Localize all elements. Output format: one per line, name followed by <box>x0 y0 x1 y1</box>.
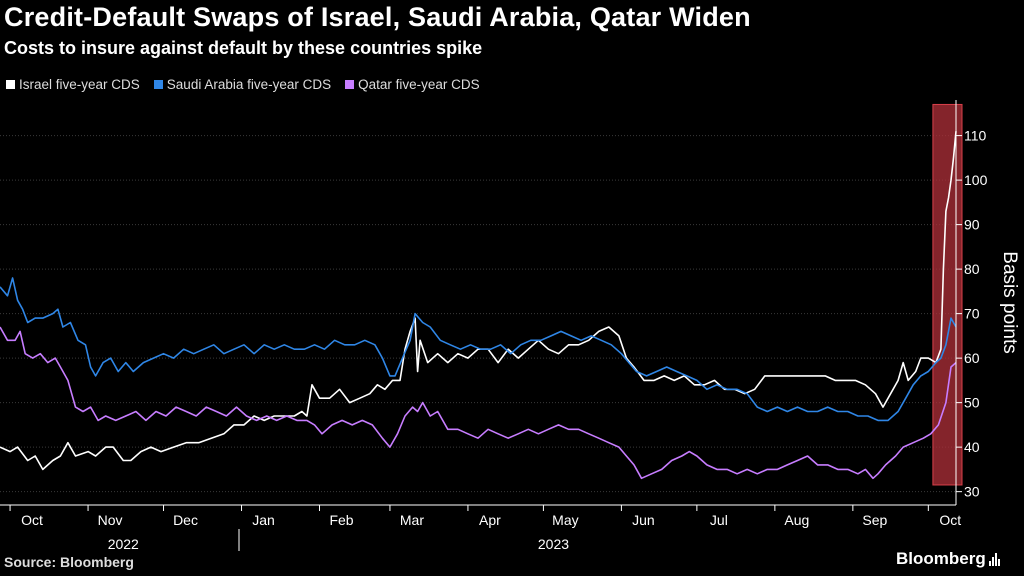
legend-item-qatar: Qatar five-year CDS <box>345 77 480 92</box>
chart-subtitle: Costs to insure against default by these… <box>4 38 483 58</box>
x-tick-label-9: Jul <box>710 512 728 528</box>
y-tick-label-50: 50 <box>964 395 980 411</box>
x-tick-label-4: Feb <box>329 512 353 528</box>
y-tick-label-110: 110 <box>964 128 987 144</box>
y-tick-label-80: 80 <box>964 261 980 277</box>
y-tick-label-100: 100 <box>964 172 988 188</box>
x-tick-label-2: Dec <box>173 512 198 528</box>
x-tick-label-3: Jan <box>252 512 275 528</box>
y-tick-label-70: 70 <box>964 306 980 322</box>
legend-item-saudi-arabia: Saudi Arabia five-year CDS <box>153 77 332 92</box>
year-label-1: 2023 <box>538 536 569 552</box>
legend-label-israel: Israel five-year CDS <box>19 77 140 92</box>
legend: Israel five-year CDS Saudi Arabia five-y… <box>6 77 494 92</box>
bar-chart-icon <box>988 552 1000 566</box>
source-note: Source: Bloomberg <box>4 554 134 570</box>
x-tick-label-10: Aug <box>784 512 809 528</box>
series-line-1 <box>0 277 957 422</box>
x-tick-label-6: Apr <box>479 512 501 528</box>
series-line-2 <box>0 326 957 480</box>
x-tick-label-1: Nov <box>98 512 123 528</box>
legend-swatch-israel <box>6 80 15 89</box>
highlight-box <box>932 103 963 486</box>
y-axis-title: Basis points <box>999 251 1020 353</box>
y-tick-label-40: 40 <box>964 439 980 455</box>
x-tick-label-8: Jun <box>632 512 655 528</box>
year-label-0: 2022 <box>108 536 139 552</box>
y-tick-label-60: 60 <box>964 350 980 366</box>
legend-swatch-qatar <box>345 80 355 89</box>
legend-item-israel: Israel five-year CDS <box>6 77 140 92</box>
bloomberg-logo: Bloomberg <box>896 549 1000 569</box>
x-tick-label-5: Mar <box>400 512 424 528</box>
x-tick-label-11: Sep <box>862 512 887 528</box>
legend-label-saudi-arabia: Saudi Arabia five-year CDS <box>166 77 332 92</box>
x-tick-label-0: Oct <box>21 512 43 528</box>
x-tick-label-12: Oct <box>939 512 961 528</box>
legend-swatch-saudi-arabia <box>153 80 163 89</box>
y-tick-label-90: 90 <box>964 217 980 233</box>
legend-label-qatar: Qatar five-year CDS <box>358 77 480 92</box>
brand-wordmark: Bloomberg <box>896 549 986 568</box>
y-tick-label-30: 30 <box>964 484 980 500</box>
x-tick-label-7: May <box>552 512 578 528</box>
chart-title: Credit-Default Swaps of Israel, Saudi Ar… <box>4 2 751 32</box>
